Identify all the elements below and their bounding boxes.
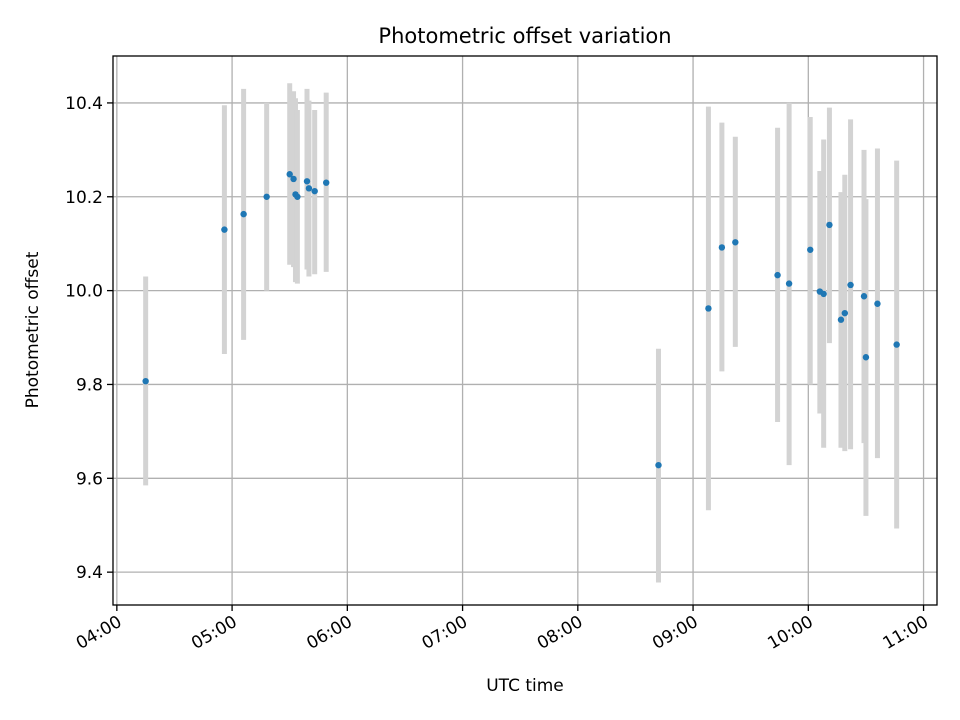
data-point (655, 461, 662, 469)
y-tick-label: 9.8 (76, 375, 103, 395)
y-tick-label: 9.6 (76, 469, 103, 489)
grid-layer (113, 56, 937, 605)
data-point (807, 246, 814, 253)
data-point (311, 187, 318, 195)
data-point (837, 316, 845, 323)
data-point (263, 193, 270, 200)
data-point (826, 221, 833, 229)
data-point (732, 239, 739, 246)
data-point (718, 244, 726, 251)
data-point (305, 185, 313, 192)
data-point (874, 300, 881, 307)
y-axis-label: Photometric offset (23, 251, 43, 408)
data-point (290, 175, 297, 183)
y-tick-label: 9.4 (76, 563, 103, 583)
data-point (774, 271, 781, 279)
data-point (785, 280, 793, 287)
data-point (860, 293, 868, 300)
data-point (221, 226, 228, 233)
data-point (303, 178, 311, 185)
axes-frame (112, 55, 938, 606)
data-point (820, 290, 827, 298)
data-point (705, 305, 712, 312)
data-point (841, 309, 849, 317)
data-point (323, 179, 330, 186)
data-point (294, 193, 301, 200)
x-axis-label: UTC time (486, 676, 564, 696)
y-tick-label: 10.2 (65, 188, 103, 208)
chart-title: Photometric offset variation (378, 24, 671, 48)
y-tick-label: 10.0 (65, 282, 103, 302)
data-point (240, 210, 247, 218)
data-point (847, 281, 854, 289)
data-point (286, 171, 293, 178)
point-layer (142, 171, 900, 469)
data-point (142, 377, 149, 385)
y-tick-label: 10.4 (65, 94, 103, 114)
data-point (893, 341, 900, 348)
data-point (862, 354, 870, 361)
